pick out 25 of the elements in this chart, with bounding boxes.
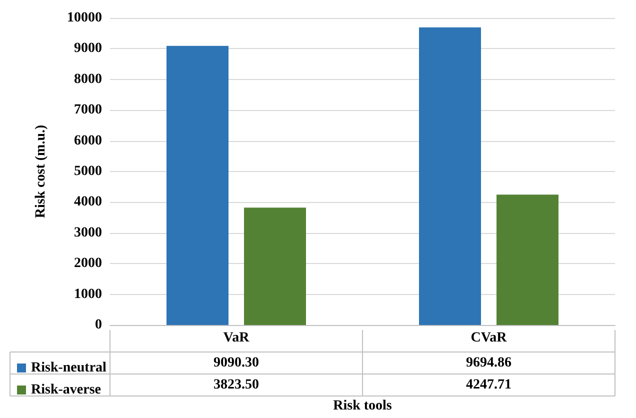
bar xyxy=(244,208,306,325)
bar xyxy=(419,27,481,325)
data-label: 9090.30 xyxy=(214,356,259,370)
y-tick-label: 8000 xyxy=(74,72,102,87)
y-tick-label: 7000 xyxy=(74,102,102,118)
bar xyxy=(166,46,228,325)
x-axis-title: Risk tools xyxy=(333,398,392,414)
x-tick-label: VaR xyxy=(223,330,250,346)
y-tick-label: 5000 xyxy=(74,164,102,179)
y-axis-title: Risk cost (m.u.) xyxy=(34,124,48,218)
y-tick-label: 9000 xyxy=(74,41,102,56)
data-label: 4247.71 xyxy=(466,378,512,392)
x-tick-label: CVaR xyxy=(470,330,508,346)
legend-label: Risk-averse xyxy=(31,382,101,398)
y-tick-label: 3000 xyxy=(74,225,102,240)
data-label: 9694.86 xyxy=(466,356,512,370)
legend-label: Risk-neutral xyxy=(31,360,107,376)
y-tick-label: 4000 xyxy=(74,194,102,210)
data-label: 3823.50 xyxy=(214,378,259,392)
y-tick-label: 1000 xyxy=(74,286,102,302)
bar xyxy=(496,194,558,325)
y-tick-label: 10000 xyxy=(67,10,102,26)
y-tick-label: 2000 xyxy=(74,256,102,272)
y-tick-label: 0 xyxy=(95,318,102,332)
y-tick-label: 6000 xyxy=(74,133,102,148)
